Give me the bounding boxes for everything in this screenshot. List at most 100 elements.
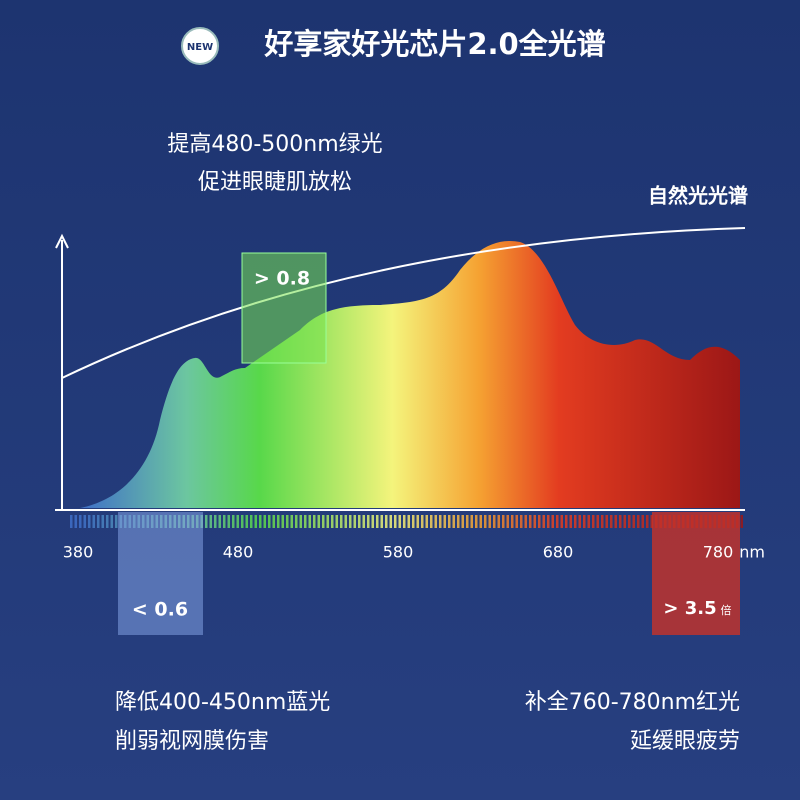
stripe-bar bbox=[263, 515, 266, 528]
stripe-bar bbox=[322, 515, 325, 528]
x-tick-label: 780 bbox=[703, 543, 734, 562]
stripe-bar bbox=[106, 515, 109, 528]
x-tick-label: 580 bbox=[383, 543, 414, 562]
stripe-bar bbox=[308, 515, 311, 528]
stripe-bar bbox=[259, 515, 262, 528]
stripe-bar bbox=[101, 515, 104, 528]
callout-line: 削弱视网膜伤害 bbox=[115, 729, 269, 754]
stripe-bar bbox=[592, 515, 595, 528]
stripe-bar bbox=[223, 515, 226, 528]
callout-line: 促进眼睫肌放松 bbox=[198, 170, 352, 195]
stripe-bar bbox=[272, 515, 275, 528]
stripe-bar bbox=[340, 515, 343, 528]
stripe-bar bbox=[623, 515, 626, 528]
x-tick-label: 680 bbox=[543, 543, 574, 562]
stripe-bar bbox=[448, 515, 451, 528]
stripe-bar bbox=[461, 515, 464, 528]
stripe-bar bbox=[574, 515, 577, 528]
stripe-bar bbox=[362, 515, 365, 528]
stripe-bar bbox=[88, 515, 91, 528]
arrow bbox=[55, 233, 69, 249]
stripe-bar bbox=[367, 515, 370, 528]
stripe-bar bbox=[529, 515, 532, 528]
stripe-bar bbox=[425, 515, 428, 528]
stripe-bar bbox=[601, 515, 604, 528]
stripe-bar bbox=[290, 515, 293, 528]
stripe-bar bbox=[475, 515, 478, 528]
stripe-bar bbox=[587, 515, 590, 528]
stripe-bar bbox=[236, 515, 239, 528]
stripe-bar bbox=[358, 515, 361, 528]
stripe-bar bbox=[245, 515, 248, 528]
stripe-bar bbox=[74, 515, 77, 528]
stripe-bar bbox=[637, 515, 640, 528]
x-tick-label: 380 bbox=[63, 543, 94, 562]
stripe-bar bbox=[344, 515, 347, 528]
stripe-bar bbox=[92, 515, 95, 528]
stripe-bar bbox=[551, 515, 554, 528]
stripe-bar bbox=[628, 515, 631, 528]
stripe-bar bbox=[605, 515, 608, 528]
stripe-bar bbox=[466, 515, 469, 528]
stripe-bar bbox=[295, 515, 298, 528]
stripe-bar bbox=[313, 515, 316, 528]
badge bbox=[181, 27, 219, 65]
stripe-bar bbox=[394, 515, 397, 528]
stripe-bar bbox=[317, 515, 320, 528]
stripe-bar bbox=[299, 515, 302, 528]
stripe-bar bbox=[479, 515, 482, 528]
stripe-bar bbox=[281, 515, 284, 528]
callout-value: > 0.8 bbox=[254, 268, 310, 290]
stripe-bar bbox=[614, 515, 617, 528]
x-tick-label: 480 bbox=[223, 543, 254, 562]
stripe-bar bbox=[286, 515, 289, 528]
callout-line: 延缓眼疲劳 bbox=[630, 729, 740, 754]
stripe-bar bbox=[430, 515, 433, 528]
stripe-bar bbox=[304, 515, 307, 528]
stripe-bar bbox=[398, 515, 401, 528]
title: 好享家好光芯片2.0全光谱 bbox=[263, 27, 605, 61]
stripe-bar bbox=[380, 515, 383, 528]
stripe-bar bbox=[740, 515, 743, 528]
stripe-bar bbox=[115, 515, 118, 528]
stripe-bar bbox=[412, 515, 415, 528]
stripe-bar bbox=[596, 515, 599, 528]
callout-line: 降低400-450nm蓝光 bbox=[115, 690, 330, 715]
red-box bbox=[652, 512, 740, 635]
natural-curve bbox=[61, 227, 746, 379]
stripe-bar bbox=[502, 515, 505, 528]
stripe-bar bbox=[443, 515, 446, 528]
stripe-bar bbox=[488, 515, 491, 528]
stripe-bar bbox=[277, 515, 280, 528]
stripe-bar bbox=[353, 515, 356, 528]
stripe-bar bbox=[376, 515, 379, 528]
stripe-bar bbox=[97, 515, 100, 528]
stripe-bar bbox=[619, 515, 622, 528]
stripe-bar bbox=[533, 515, 536, 528]
unit: nm bbox=[739, 543, 765, 562]
stripe-bar bbox=[632, 515, 635, 528]
stripe-bar bbox=[515, 515, 518, 528]
stripe-bar bbox=[497, 515, 500, 528]
stripe-bar bbox=[218, 515, 221, 528]
stripe-bar bbox=[484, 515, 487, 528]
stripe-bar bbox=[578, 515, 581, 528]
natural-label: 自然光光谱 bbox=[648, 184, 748, 208]
callout-value: < 0.6 bbox=[132, 599, 188, 621]
green-box bbox=[241, 252, 327, 364]
stripe-bar bbox=[209, 515, 212, 528]
stripe-bar bbox=[254, 515, 257, 528]
stripe-bar bbox=[232, 515, 235, 528]
stripe-bar bbox=[326, 515, 329, 528]
stripe-bar bbox=[335, 515, 338, 528]
stripe-bar bbox=[569, 515, 572, 528]
x-ticks: 380 480 580 680 780 bbox=[63, 543, 734, 562]
stripe-bar bbox=[421, 515, 424, 528]
stripe-bar bbox=[385, 515, 388, 528]
stripe-bar bbox=[511, 515, 514, 528]
stripe-bar bbox=[610, 515, 613, 528]
callout-line: 提高480-500nm绿光 bbox=[167, 132, 382, 157]
stripe-bar bbox=[83, 515, 86, 528]
stripe-bar bbox=[506, 515, 509, 528]
